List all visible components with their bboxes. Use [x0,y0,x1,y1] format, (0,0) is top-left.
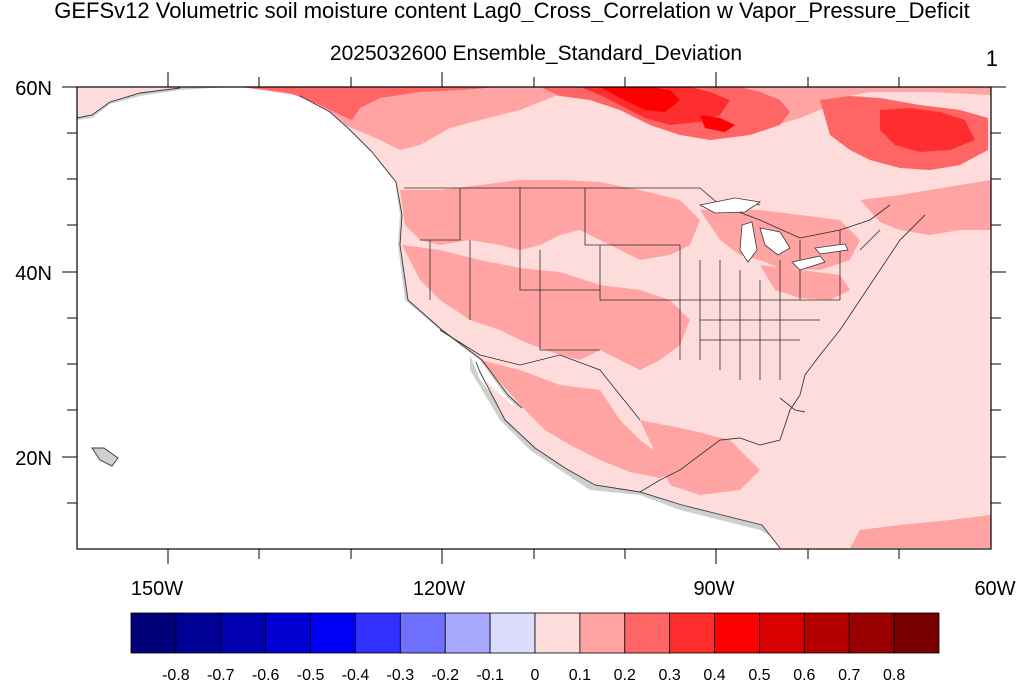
lat-label-60n: 60N [15,78,52,100]
great-lakes [698,197,849,271]
lat-label-40n: 40N [15,263,52,285]
colorbar-swatch [759,612,805,654]
latitude-ticks [62,86,1006,504]
colorbar-swatch [534,612,581,654]
political-boundaries [404,187,891,421]
colorbar-tick-label: -0.1 [476,667,504,681]
colorbar-tick-label: -0.2 [431,667,459,681]
lat-label-20n: 20N [15,448,52,470]
lon-label-60w: 60W [974,578,1015,600]
colorbar-tick-label: 0.5 [748,667,770,681]
field-0.4-0.5 [600,87,735,132]
colorbar-tick-label: 0.6 [793,667,815,681]
colorbar-tick-label: -0.8 [162,667,190,681]
colorbar-swatch [624,612,671,654]
colorbar-tick-label: 0 [531,667,540,681]
colorbar-swatch [444,612,491,654]
colorbar-tick-label: -0.5 [297,667,325,681]
field-0.1-0.2 [245,87,991,548]
colorbar-swatch [355,612,401,654]
map-canvas [77,87,991,549]
colorbar-swatch [848,612,895,654]
lon-label-120w: 120W [413,578,465,600]
panel-number: 1 [985,46,998,71]
colorbar-swatch [399,612,446,654]
colorbar-tick-label: 0.8 [883,667,905,681]
lon-label-90w: 90W [693,578,734,600]
colorbar-swatch [310,612,356,654]
colorbar-swatch [714,612,760,654]
colorbar-tick-label: 0.7 [838,667,860,681]
map-subtitle: 2025032600 Ensemble_Standard_Deviation [329,42,743,65]
coastlines [77,87,926,549]
colorbar-swatch [579,612,626,654]
colorbar-tick-label: -0.3 [387,667,415,681]
colorbar-swatch [220,612,267,654]
map-title: GEFSv12 Volumetric soil moisture content… [54,0,970,22]
colorbar-tick-label: 0.1 [569,667,591,681]
colorbar-swatch [489,612,536,654]
colorbar: -0.8 -0.7 -0.6 -0.5 -0.4 -0.3 -0.2 -0.1 0 0.1 0.2 0… [130,612,940,681]
colorbar-swatch [893,612,940,654]
colorbar-tick-label: 0.2 [614,667,636,681]
colorbar-swatch [175,612,222,654]
colorbar-swatch [803,612,850,654]
colorbar-swatch [265,612,311,654]
colorbar-swatch [130,612,177,654]
colorbar-tick-label: -0.4 [342,667,370,681]
colorbar-swatch [669,612,715,654]
longitude-ticks [167,72,900,564]
colorbar-tick-label: 0.4 [703,667,725,681]
colorbar-tick-label: -0.6 [252,667,280,681]
colorbar-tick-label: 0.3 [659,667,681,681]
colorbar-tick-label: -0.7 [207,667,235,681]
lon-label-150w: 150W [131,578,183,600]
